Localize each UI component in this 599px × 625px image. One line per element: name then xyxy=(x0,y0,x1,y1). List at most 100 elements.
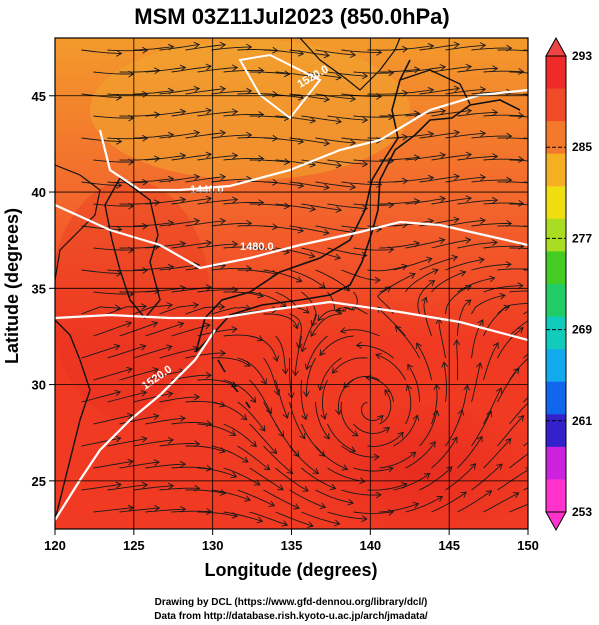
colorbar-segment xyxy=(546,414,566,448)
streamline xyxy=(343,376,380,389)
streamline xyxy=(509,357,528,381)
coastline-primorye xyxy=(299,38,401,91)
streamline-arrowhead xyxy=(205,371,213,379)
streamline xyxy=(145,508,186,513)
contour-1520-south xyxy=(55,329,216,521)
streamline xyxy=(171,109,212,117)
streamline xyxy=(327,115,368,121)
streamline-arrowhead xyxy=(205,284,213,292)
streamline xyxy=(159,44,200,51)
streamline xyxy=(223,113,264,117)
streamline-arrowhead xyxy=(193,217,201,225)
streamline xyxy=(249,247,290,253)
streamline-arrowhead xyxy=(432,268,439,275)
streamline xyxy=(419,466,453,491)
streamline-arrowhead xyxy=(394,325,402,333)
streamline xyxy=(445,258,485,271)
streamline-arrowhead xyxy=(495,387,502,394)
streamline xyxy=(445,285,472,315)
streamline xyxy=(319,335,354,356)
streamline xyxy=(275,511,314,527)
streamline xyxy=(393,415,418,447)
streamline xyxy=(315,269,350,292)
streamline-arrowhead xyxy=(142,267,149,274)
y-tick-label: 40 xyxy=(32,185,46,200)
streamline xyxy=(81,483,122,491)
streamline-arrowhead xyxy=(361,204,369,212)
streamline-arrowhead xyxy=(229,429,237,436)
streamline-arrowhead xyxy=(258,199,265,206)
streamline-arrowhead xyxy=(258,111,265,118)
streamline xyxy=(145,242,186,249)
streamline-arrowhead xyxy=(532,224,537,230)
streamline xyxy=(319,357,342,391)
streamline xyxy=(483,158,524,161)
streamline xyxy=(275,335,287,374)
streamline xyxy=(340,329,380,337)
streamline xyxy=(93,414,133,425)
streamline-arrowhead xyxy=(532,48,537,54)
streamline-arrowhead xyxy=(349,183,357,191)
streamline xyxy=(405,197,446,205)
streamline xyxy=(289,489,326,508)
streamline xyxy=(81,437,121,447)
streamline-arrowhead xyxy=(246,43,253,51)
streamline-arrowhead xyxy=(142,46,149,54)
streamline xyxy=(289,358,293,398)
streamline xyxy=(93,460,134,469)
streamline-arrowhead xyxy=(416,342,423,349)
colorbar-segment xyxy=(546,88,566,122)
streamline xyxy=(306,335,328,370)
streamline-arrowhead xyxy=(240,414,248,421)
streamline-arrowhead xyxy=(334,253,342,261)
streamline-arrowhead xyxy=(349,51,357,59)
coastlines xyxy=(55,38,521,521)
streamline-arrowhead xyxy=(439,195,446,203)
streamline-arrowhead xyxy=(446,466,453,473)
streamline xyxy=(509,247,528,250)
contour-1520-north xyxy=(55,300,528,342)
wind-streamlines xyxy=(81,41,537,528)
streamline-arrowhead xyxy=(459,270,467,277)
streamline xyxy=(317,291,335,321)
streamline-arrowhead xyxy=(347,498,355,506)
streamline xyxy=(249,71,290,75)
streamline-arrowhead xyxy=(292,322,300,330)
streamline-arrowhead xyxy=(359,477,366,485)
streamline-arrowhead xyxy=(457,408,465,416)
streamline-arrowhead xyxy=(413,154,421,162)
streamline-arrowhead xyxy=(179,415,186,422)
streamline xyxy=(249,159,290,163)
streamline xyxy=(497,225,528,228)
streamline xyxy=(289,445,319,474)
streamline-arrowhead xyxy=(126,366,133,374)
streamline-arrowhead xyxy=(453,85,460,93)
streamline-arrowhead xyxy=(532,266,537,272)
streamline-arrowhead xyxy=(303,307,310,314)
streamline xyxy=(341,269,380,281)
streamline xyxy=(471,223,512,227)
streamline xyxy=(360,401,384,422)
streamline xyxy=(509,290,528,293)
streamline xyxy=(263,137,304,143)
streamline xyxy=(294,335,302,376)
streamline xyxy=(483,114,524,117)
coastline-ryukyu xyxy=(217,359,251,409)
streamline-arrowhead xyxy=(219,349,227,357)
y-tick-label: 45 xyxy=(32,89,46,104)
streamline-arrowhead xyxy=(428,280,436,287)
streamline-arrowhead xyxy=(361,515,368,523)
streamline xyxy=(497,415,525,447)
streamline xyxy=(107,49,148,52)
streamline-arrowhead xyxy=(301,413,308,421)
streamline-arrowhead xyxy=(193,41,201,49)
streamline xyxy=(393,258,432,271)
streamline-arrowhead xyxy=(465,151,473,159)
streamline-arrowhead xyxy=(323,183,330,191)
streamline-arrowhead xyxy=(205,420,213,427)
streamline xyxy=(341,489,382,496)
streamline xyxy=(431,239,471,249)
streamline-arrowhead xyxy=(335,161,342,169)
streamline xyxy=(471,47,512,51)
streamline xyxy=(457,155,498,161)
